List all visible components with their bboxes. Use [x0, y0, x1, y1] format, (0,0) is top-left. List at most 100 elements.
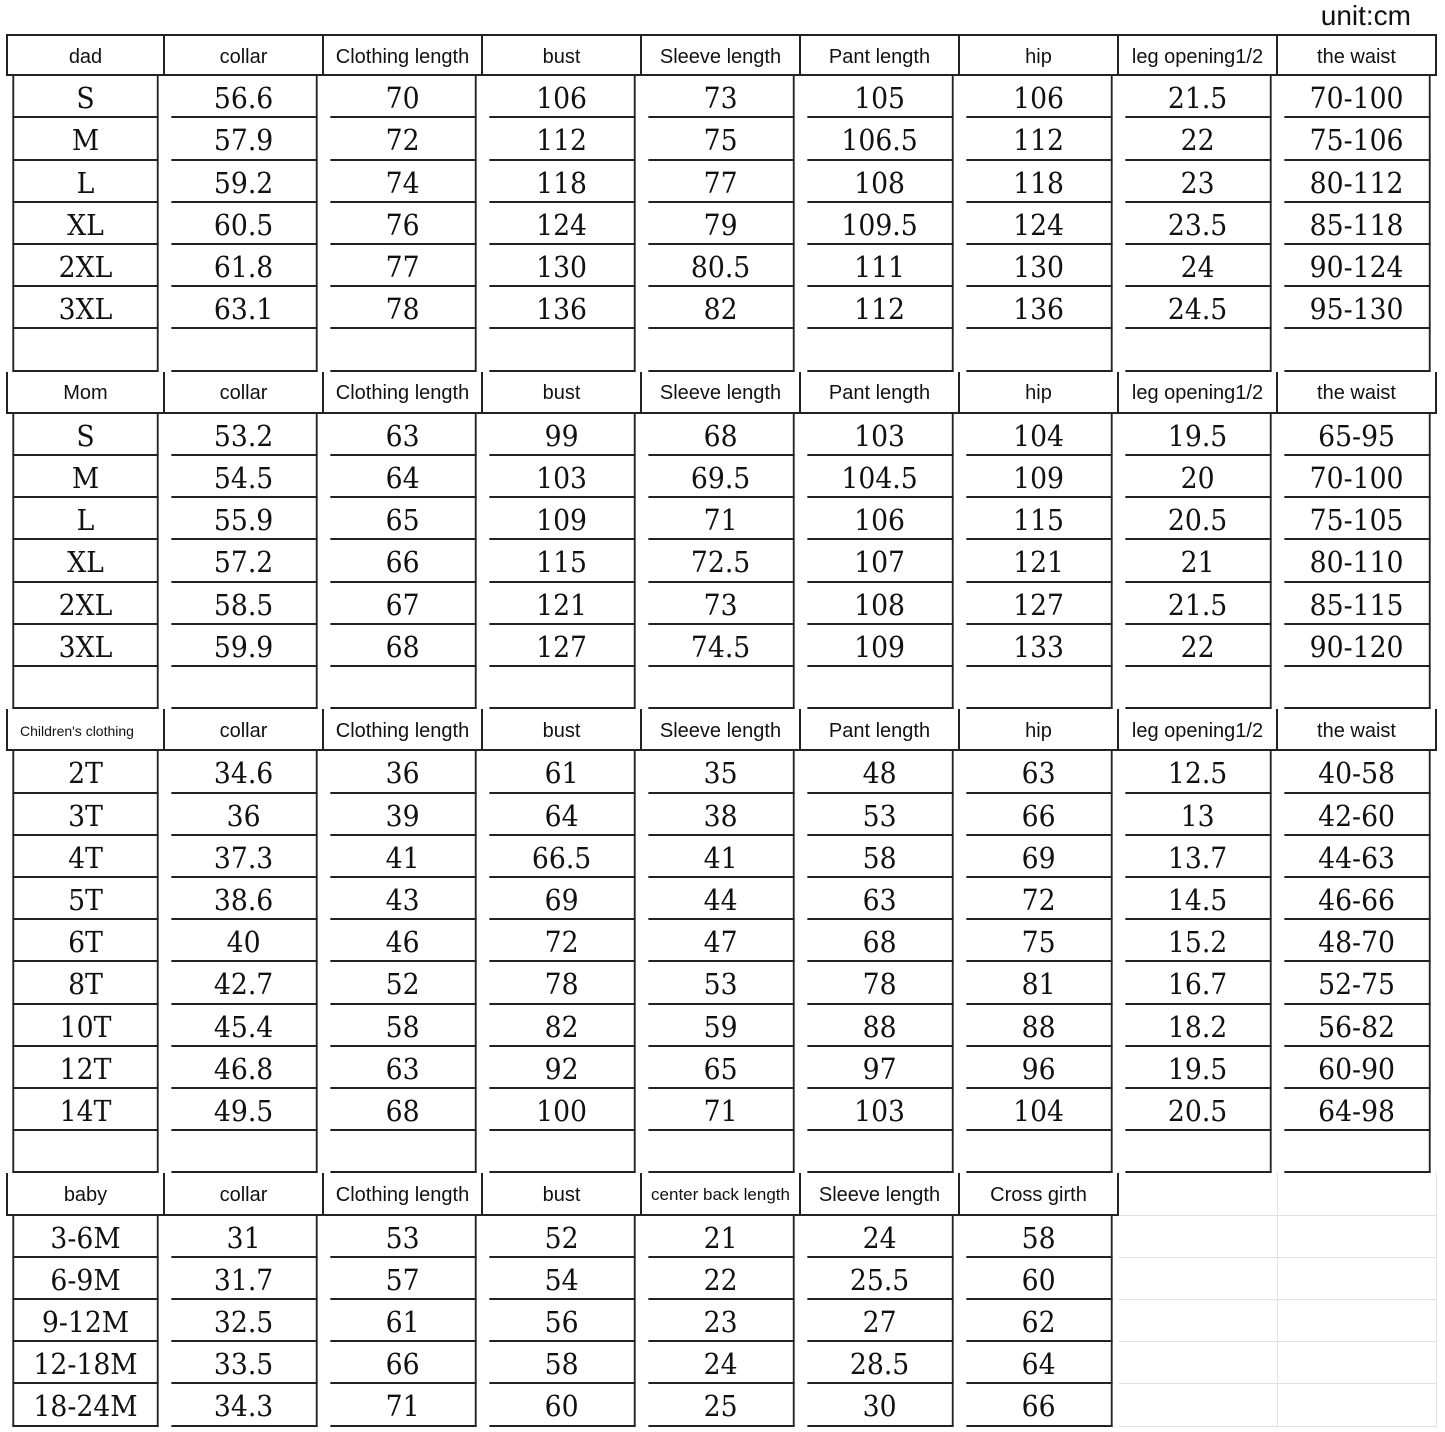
value-cell: 60.5 — [171, 202, 318, 245]
value-cell: 76 — [330, 202, 477, 245]
value-cell: 115 — [966, 498, 1113, 541]
size-cell: 6-9M — [12, 1257, 159, 1300]
size-cell: 2XL — [12, 245, 159, 288]
value-cell: 68 — [330, 1089, 477, 1132]
value-cell: 30 — [807, 1384, 954, 1427]
value-cell: 49.5 — [171, 1089, 318, 1132]
value-cell: 124 — [966, 202, 1113, 245]
empty-grid-cell — [1119, 1173, 1278, 1216]
column-header: Pant length — [801, 709, 960, 752]
column-header: Cross girth — [960, 1173, 1119, 1216]
value-cell: 82 — [489, 1004, 636, 1047]
size-cell: S — [12, 76, 159, 119]
value-cell: 63 — [330, 413, 477, 456]
value-cell: 124 — [489, 202, 636, 245]
size-cell: M — [12, 456, 159, 499]
value-cell — [966, 1131, 1113, 1174]
size-cell: L — [12, 498, 159, 541]
value-cell: 75 — [648, 118, 795, 161]
value-cell: 88 — [966, 1004, 1113, 1047]
value-cell: 64 — [330, 456, 477, 499]
empty-grid-cell — [1278, 1300, 1437, 1343]
value-cell: 24.5 — [1125, 287, 1272, 330]
value-cell: 58 — [807, 835, 954, 878]
empty-grid-cell — [1278, 1215, 1437, 1258]
value-cell: 118 — [966, 160, 1113, 203]
value-cell: 42-60 — [1284, 793, 1431, 836]
value-cell: 103 — [489, 456, 636, 499]
value-cell: 71 — [330, 1384, 477, 1427]
value-cell: 115 — [489, 540, 636, 583]
value-cell: 79 — [648, 202, 795, 245]
value-cell: 105 — [807, 76, 954, 119]
value-cell: 58.5 — [171, 582, 318, 625]
value-cell — [966, 667, 1113, 710]
value-cell: 72 — [330, 118, 477, 161]
value-cell: 21.5 — [1125, 76, 1272, 119]
value-cell: 53 — [807, 793, 954, 836]
value-cell: 46 — [330, 920, 477, 963]
size-cell — [12, 667, 159, 710]
column-header: the waist — [1278, 709, 1437, 752]
size-cell: 14T — [12, 1089, 159, 1132]
value-cell: 22 — [1125, 118, 1272, 161]
value-cell — [1125, 667, 1272, 710]
value-cell: 121 — [966, 540, 1113, 583]
value-cell: 71 — [648, 498, 795, 541]
value-cell: 53 — [330, 1215, 477, 1258]
value-cell: 109 — [966, 456, 1113, 499]
column-header: Sleeve length — [642, 371, 801, 414]
value-cell: 21.5 — [1125, 582, 1272, 625]
value-cell — [807, 1131, 954, 1174]
value-cell: 14.5 — [1125, 878, 1272, 921]
value-cell: 36 — [171, 793, 318, 836]
value-cell: 52-75 — [1284, 962, 1431, 1005]
value-cell: 109 — [489, 498, 636, 541]
value-cell: 82 — [648, 287, 795, 330]
empty-grid-cell — [1278, 1384, 1437, 1427]
value-cell: 28.5 — [807, 1342, 954, 1385]
value-cell: 40-58 — [1284, 751, 1431, 794]
value-cell — [1284, 1131, 1431, 1174]
value-cell — [1284, 329, 1431, 372]
value-cell: 106 — [489, 76, 636, 119]
value-cell: 73 — [648, 76, 795, 119]
value-cell: 58 — [330, 1004, 477, 1047]
value-cell: 55.9 — [171, 498, 318, 541]
value-cell: 73 — [648, 582, 795, 625]
value-cell: 36 — [330, 751, 477, 794]
value-cell — [171, 667, 318, 710]
size-cell — [12, 329, 159, 372]
size-cell: 2XL — [12, 582, 159, 625]
value-cell: 23 — [648, 1300, 795, 1343]
value-cell: 67 — [330, 582, 477, 625]
value-cell: 59.9 — [171, 624, 318, 667]
column-header: collar — [165, 371, 324, 414]
value-cell: 44-63 — [1284, 835, 1431, 878]
value-cell: 53.2 — [171, 413, 318, 456]
column-header: collar — [165, 1173, 324, 1216]
column-header: baby — [6, 1173, 165, 1216]
value-cell: 38 — [648, 793, 795, 836]
value-cell: 45.4 — [171, 1004, 318, 1047]
value-cell: 104.5 — [807, 456, 954, 499]
value-cell: 69.5 — [648, 456, 795, 499]
value-cell: 46-66 — [1284, 878, 1431, 921]
value-cell: 127 — [489, 624, 636, 667]
value-cell: 103 — [807, 1089, 954, 1132]
value-cell: 136 — [966, 287, 1113, 330]
column-header: center back length — [642, 1173, 801, 1216]
value-cell: 95-130 — [1284, 287, 1431, 330]
value-cell: 52 — [489, 1215, 636, 1258]
value-cell: 22 — [648, 1257, 795, 1300]
value-cell: 70 — [330, 76, 477, 119]
value-cell — [330, 1131, 477, 1174]
value-cell: 88 — [807, 1004, 954, 1047]
value-cell: 56-82 — [1284, 1004, 1431, 1047]
size-cell: 3XL — [12, 287, 159, 330]
value-cell: 112 — [489, 118, 636, 161]
column-header: leg opening1/2 — [1119, 371, 1278, 414]
value-cell: 85-115 — [1284, 582, 1431, 625]
empty-grid-cell — [1119, 1300, 1278, 1343]
value-cell: 106 — [966, 76, 1113, 119]
